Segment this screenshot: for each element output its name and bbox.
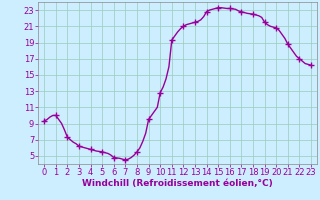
X-axis label: Windchill (Refroidissement éolien,°C): Windchill (Refroidissement éolien,°C) [82,179,273,188]
